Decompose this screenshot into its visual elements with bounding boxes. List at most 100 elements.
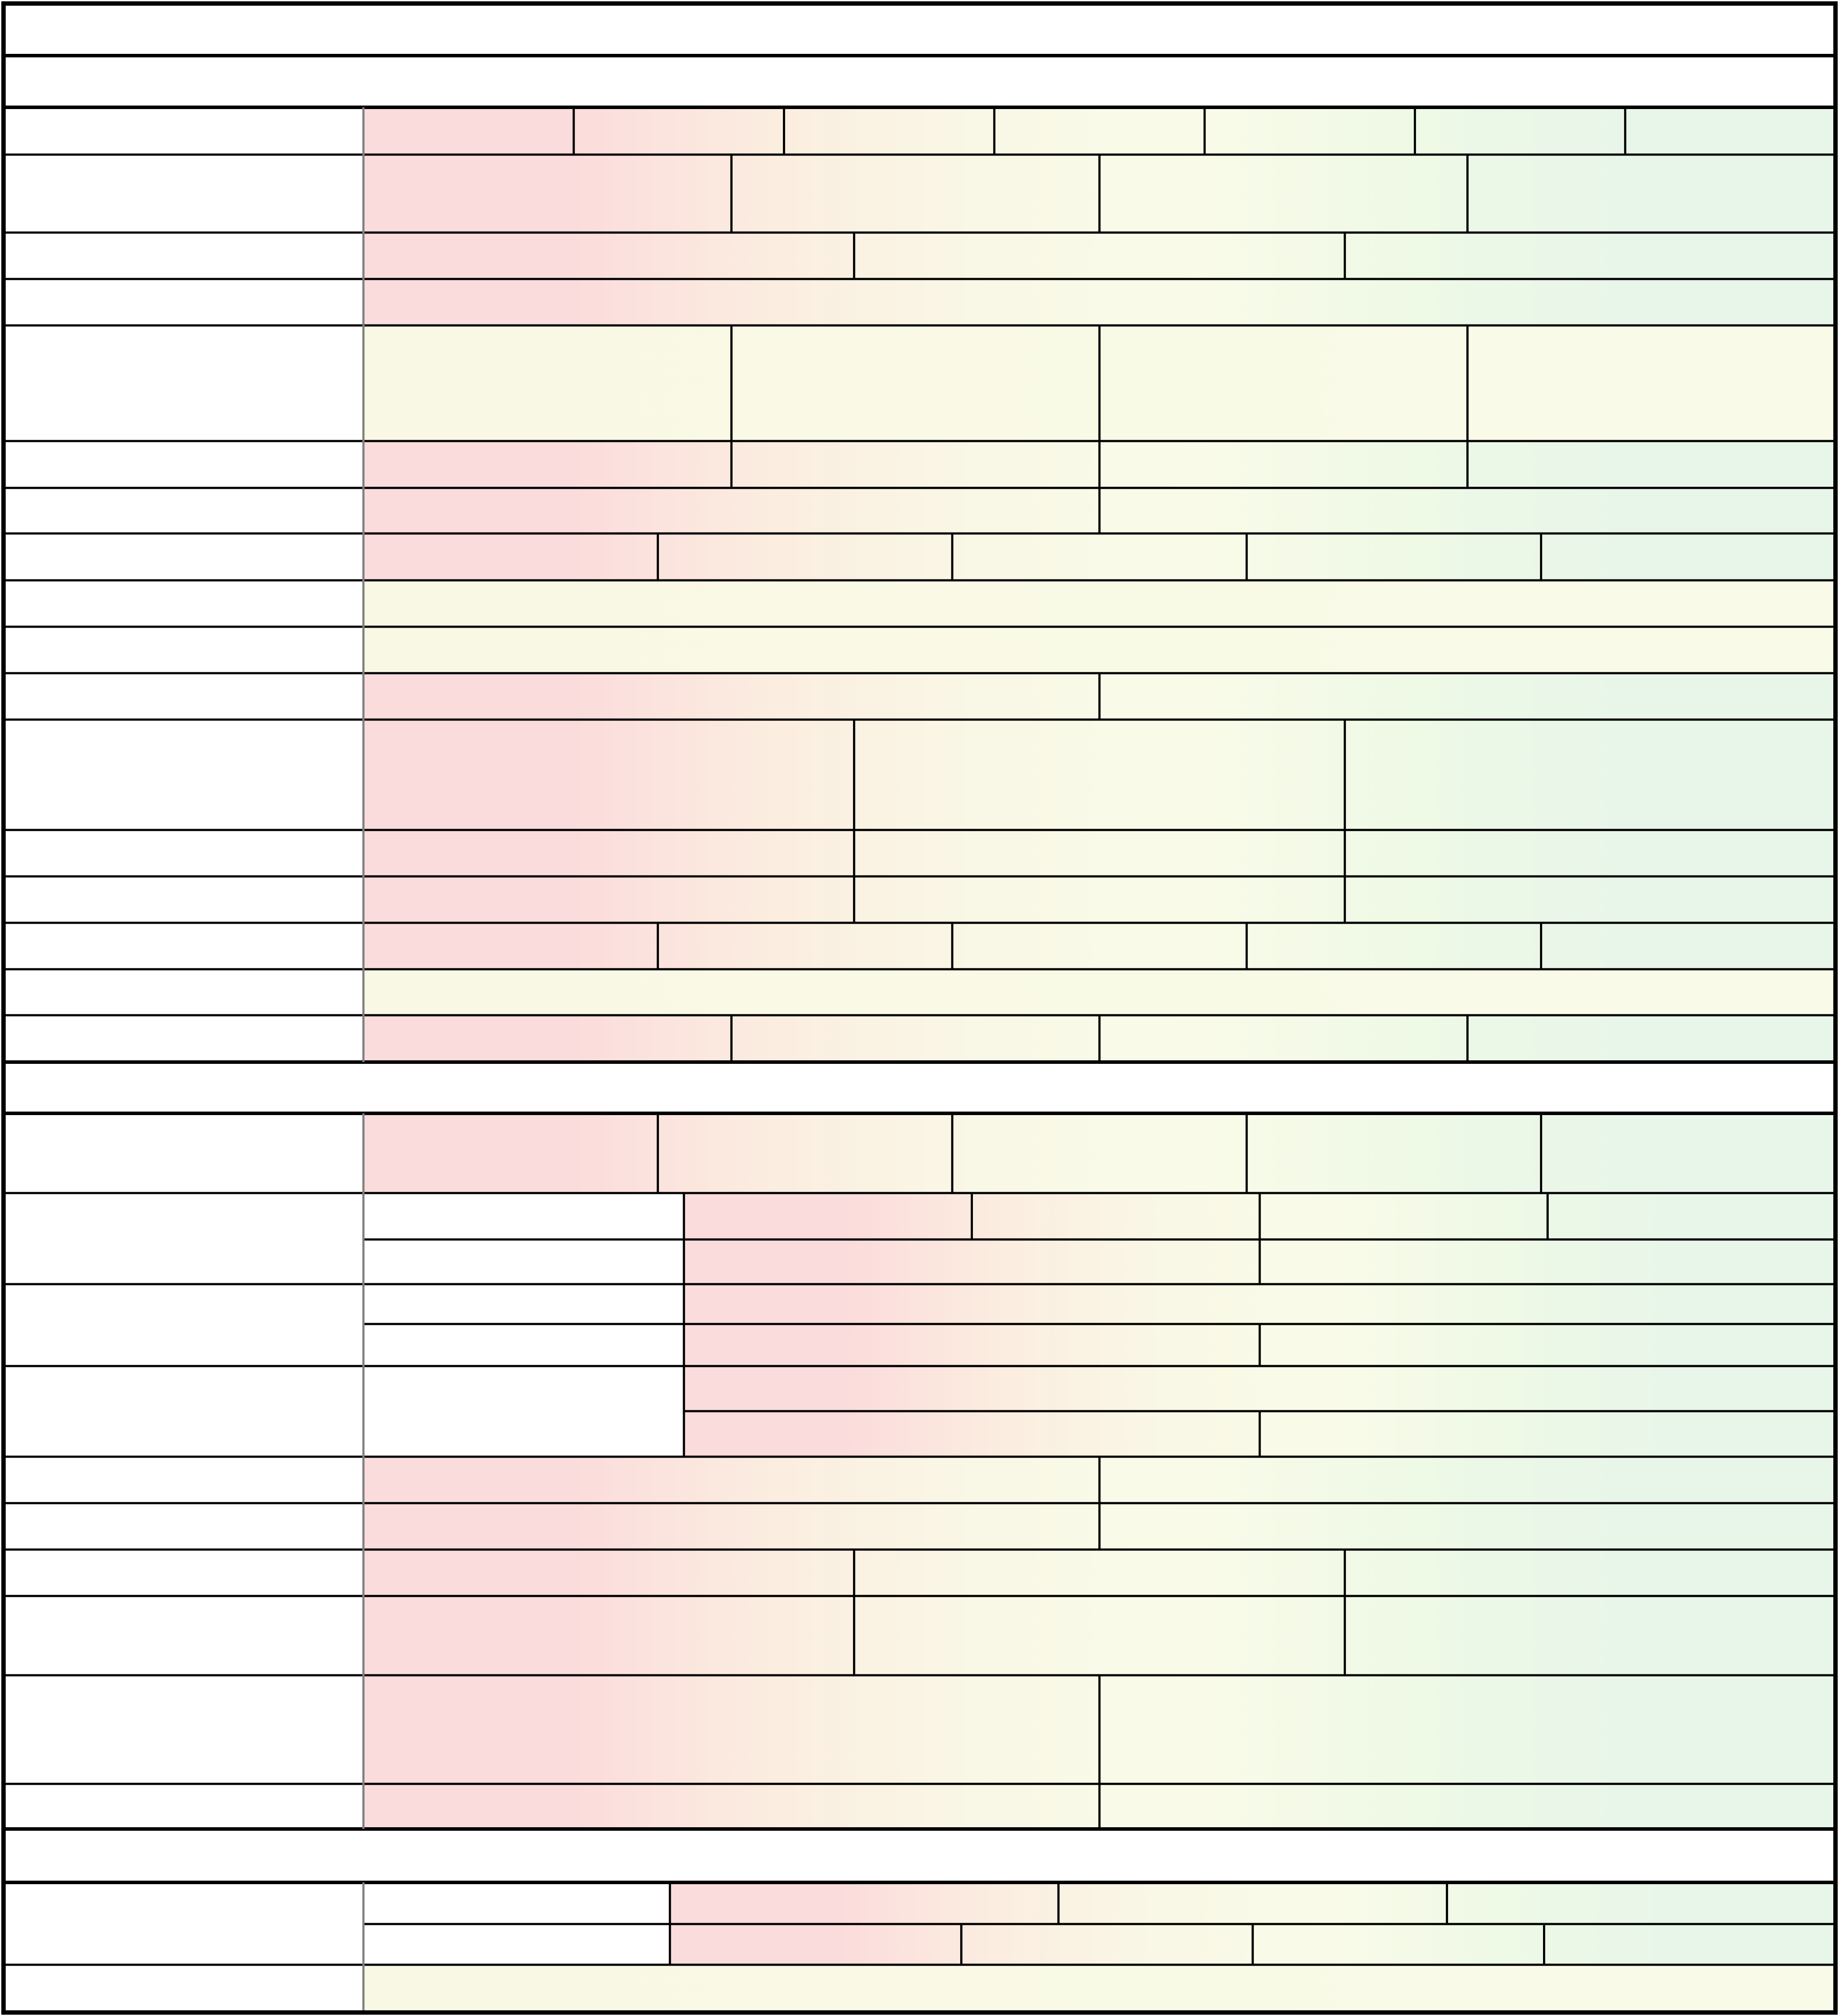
s1-row-13-cell-2[interactable] [854,830,1345,876]
s1-row-11-cell-2[interactable] [1099,673,1835,720]
s1-row-4-fill [363,279,1835,325]
s2-row-2-sub-1-cell-4[interactable] [1548,1193,1836,1239]
s1-row-6-cell-2[interactable] [732,441,1100,488]
s1-row-1-cell-3[interactable] [784,107,994,155]
s2-row-1-cell-4[interactable] [1247,1113,1541,1193]
s2-row-2-sub-1-cell-3[interactable] [1260,1193,1548,1239]
s1-row-10-cell-1[interactable] [363,627,1835,673]
s1-row-17-cell-2[interactable] [732,1015,1100,1062]
s2-row-7-cell-3[interactable] [1345,1550,1835,1596]
s1-row-16-cell-1[interactable] [363,969,1835,1015]
s2-row-4-sub-1-cell-1[interactable] [684,1366,1835,1411]
s1-row-1-cell-6[interactable] [1415,107,1625,155]
s1-row-12-cell-2[interactable] [854,720,1345,830]
s1-row-6-cell-1[interactable] [363,441,732,488]
s1-row-15-cell-5[interactable] [1541,923,1835,969]
s1-row-2-cell-2[interactable] [732,155,1100,233]
s1-row-14-cell-2[interactable] [854,876,1345,923]
s1-row-7-cell-1[interactable] [363,488,1099,533]
s1-row-2-cell-4[interactable] [1468,155,1836,233]
s1-row-1-cell-1[interactable] [363,107,574,155]
text-layer [363,107,1835,2012]
s1-row-9-fill [363,580,1835,627]
s2-row-10-cell-2[interactable] [1099,1784,1835,1829]
s1-row-14-cell-3[interactable] [1345,876,1835,923]
s1-row-12-cell-1[interactable] [363,720,854,830]
s2-row-2-sub-2-cell-1[interactable] [684,1239,1260,1284]
s2-row-8-cell-3[interactable] [1345,1596,1835,1675]
s3-row-1-sub-1-cell-3[interactable] [1447,1882,1835,1924]
s2-row-3-sub-1-fill [684,1284,1835,1324]
s1-row-5-cell-1[interactable] [363,325,732,441]
s1-row-1-cell-4[interactable] [994,107,1205,155]
s1-row-8-cell-2[interactable] [658,533,952,580]
s1-row-11-cell-1[interactable] [363,673,1099,720]
s2-row-2-sub-1-cell-2[interactable] [972,1193,1260,1239]
s1-row-3-cell-3[interactable] [1345,233,1835,279]
s1-row-5-cell-3[interactable] [1099,325,1468,441]
s2-row-9-cell-1[interactable] [363,1675,1099,1784]
s3-row-1-sub-1-cell-1[interactable] [670,1882,1058,1924]
s1-row-5-cell-4[interactable] [1468,325,1836,441]
s1-row-13-cell-1[interactable] [363,830,854,876]
s1-row-8-cell-1[interactable] [363,533,658,580]
s1-row-7-cell-2[interactable] [1099,488,1835,533]
s3-row-1-sub-2-cell-2[interactable] [962,1924,1253,1965]
s1-row-17-cell-4[interactable] [1468,1015,1836,1062]
s3-row-1-sub-1-cell-2[interactable] [1058,1882,1447,1924]
s3-row-1-sub-2-cell-1[interactable] [670,1924,962,1965]
s2-row-2-sub-1-cell-1[interactable] [684,1193,972,1239]
s2-row-4-sub-2-cell-2[interactable] [1260,1411,1835,1457]
s3-row-1-sub-2-cell-3[interactable] [1253,1924,1544,1965]
s1-row-8-cell-3[interactable] [952,533,1247,580]
s2-row-1-cell-5[interactable] [1541,1113,1835,1193]
s2-row-4-sub-1-fill [684,1366,1835,1411]
s1-row-17-cell-1[interactable] [363,1015,732,1062]
s2-row-9-cell-2[interactable] [1099,1675,1835,1784]
s1-row-1-cell-7[interactable] [1625,107,1835,155]
s3-row-2-cell-1[interactable] [363,1965,1835,2012]
s1-row-17-cell-3[interactable] [1099,1015,1468,1062]
s2-row-5-cell-2[interactable] [1099,1457,1835,1503]
s3-row-1-sub-2-cell-4[interactable] [1544,1924,1836,1965]
s1-row-3-cell-2[interactable] [854,233,1345,279]
s2-row-6-cell-2[interactable] [1099,1503,1835,1550]
s2-row-5-cell-1[interactable] [363,1457,1099,1503]
s2-row-1-cell-1[interactable] [363,1113,658,1193]
s1-row-15-cell-3[interactable] [952,923,1247,969]
s1-row-12-cell-3[interactable] [1345,720,1835,830]
s1-row-1-cell-2[interactable] [574,107,784,155]
s1-row-2-cell-3[interactable] [1099,155,1468,233]
s1-row-8-cell-4[interactable] [1247,533,1541,580]
s2-row-10-cell-1[interactable] [363,1784,1099,1829]
s2-row-3-sub-2-cell-2[interactable] [1260,1324,1835,1366]
s2-row-1-cell-3[interactable] [952,1113,1247,1193]
s1-row-9-cell-1[interactable] [363,580,1835,627]
s1-row-5-cell-2[interactable] [732,325,1100,441]
s1-row-3-cell-1[interactable] [363,233,854,279]
s2-row-3-sub-1-cell-1[interactable] [684,1284,1835,1324]
s1-row-15-cell-2[interactable] [658,923,952,969]
s1-row-6-cell-3[interactable] [1099,441,1468,488]
s2-row-2-sub-2-cell-2[interactable] [1260,1239,1835,1284]
s1-row-6-cell-4[interactable] [1468,441,1836,488]
s1-row-4-cell-1[interactable] [363,279,1835,325]
s1-row-10-fill [363,627,1835,673]
s2-row-4-sub-2-cell-1[interactable] [684,1411,1260,1457]
s2-row-7-cell-2[interactable] [854,1550,1345,1596]
s2-row-1-cell-2[interactable] [658,1113,952,1193]
s2-row-6-cell-1[interactable] [363,1503,1099,1550]
s2-row-3-sub-2-cell-1[interactable] [684,1324,1260,1366]
s2-row-8-cell-2[interactable] [854,1596,1345,1675]
s1-row-2-cell-1[interactable] [363,155,732,233]
s1-row-15-cell-1[interactable] [363,923,658,969]
s2-row-8-cell-1[interactable] [363,1596,854,1675]
s2-row-7-cell-1[interactable] [363,1550,854,1596]
s1-row-1-cell-5[interactable] [1205,107,1415,155]
s1-row-8-cell-5[interactable] [1541,533,1835,580]
s1-row-15-cell-4[interactable] [1247,923,1541,969]
s1-row-13-cell-3[interactable] [1345,830,1835,876]
s1-row-14-cell-1[interactable] [363,876,854,923]
s1-row-14-fill [363,876,1835,923]
